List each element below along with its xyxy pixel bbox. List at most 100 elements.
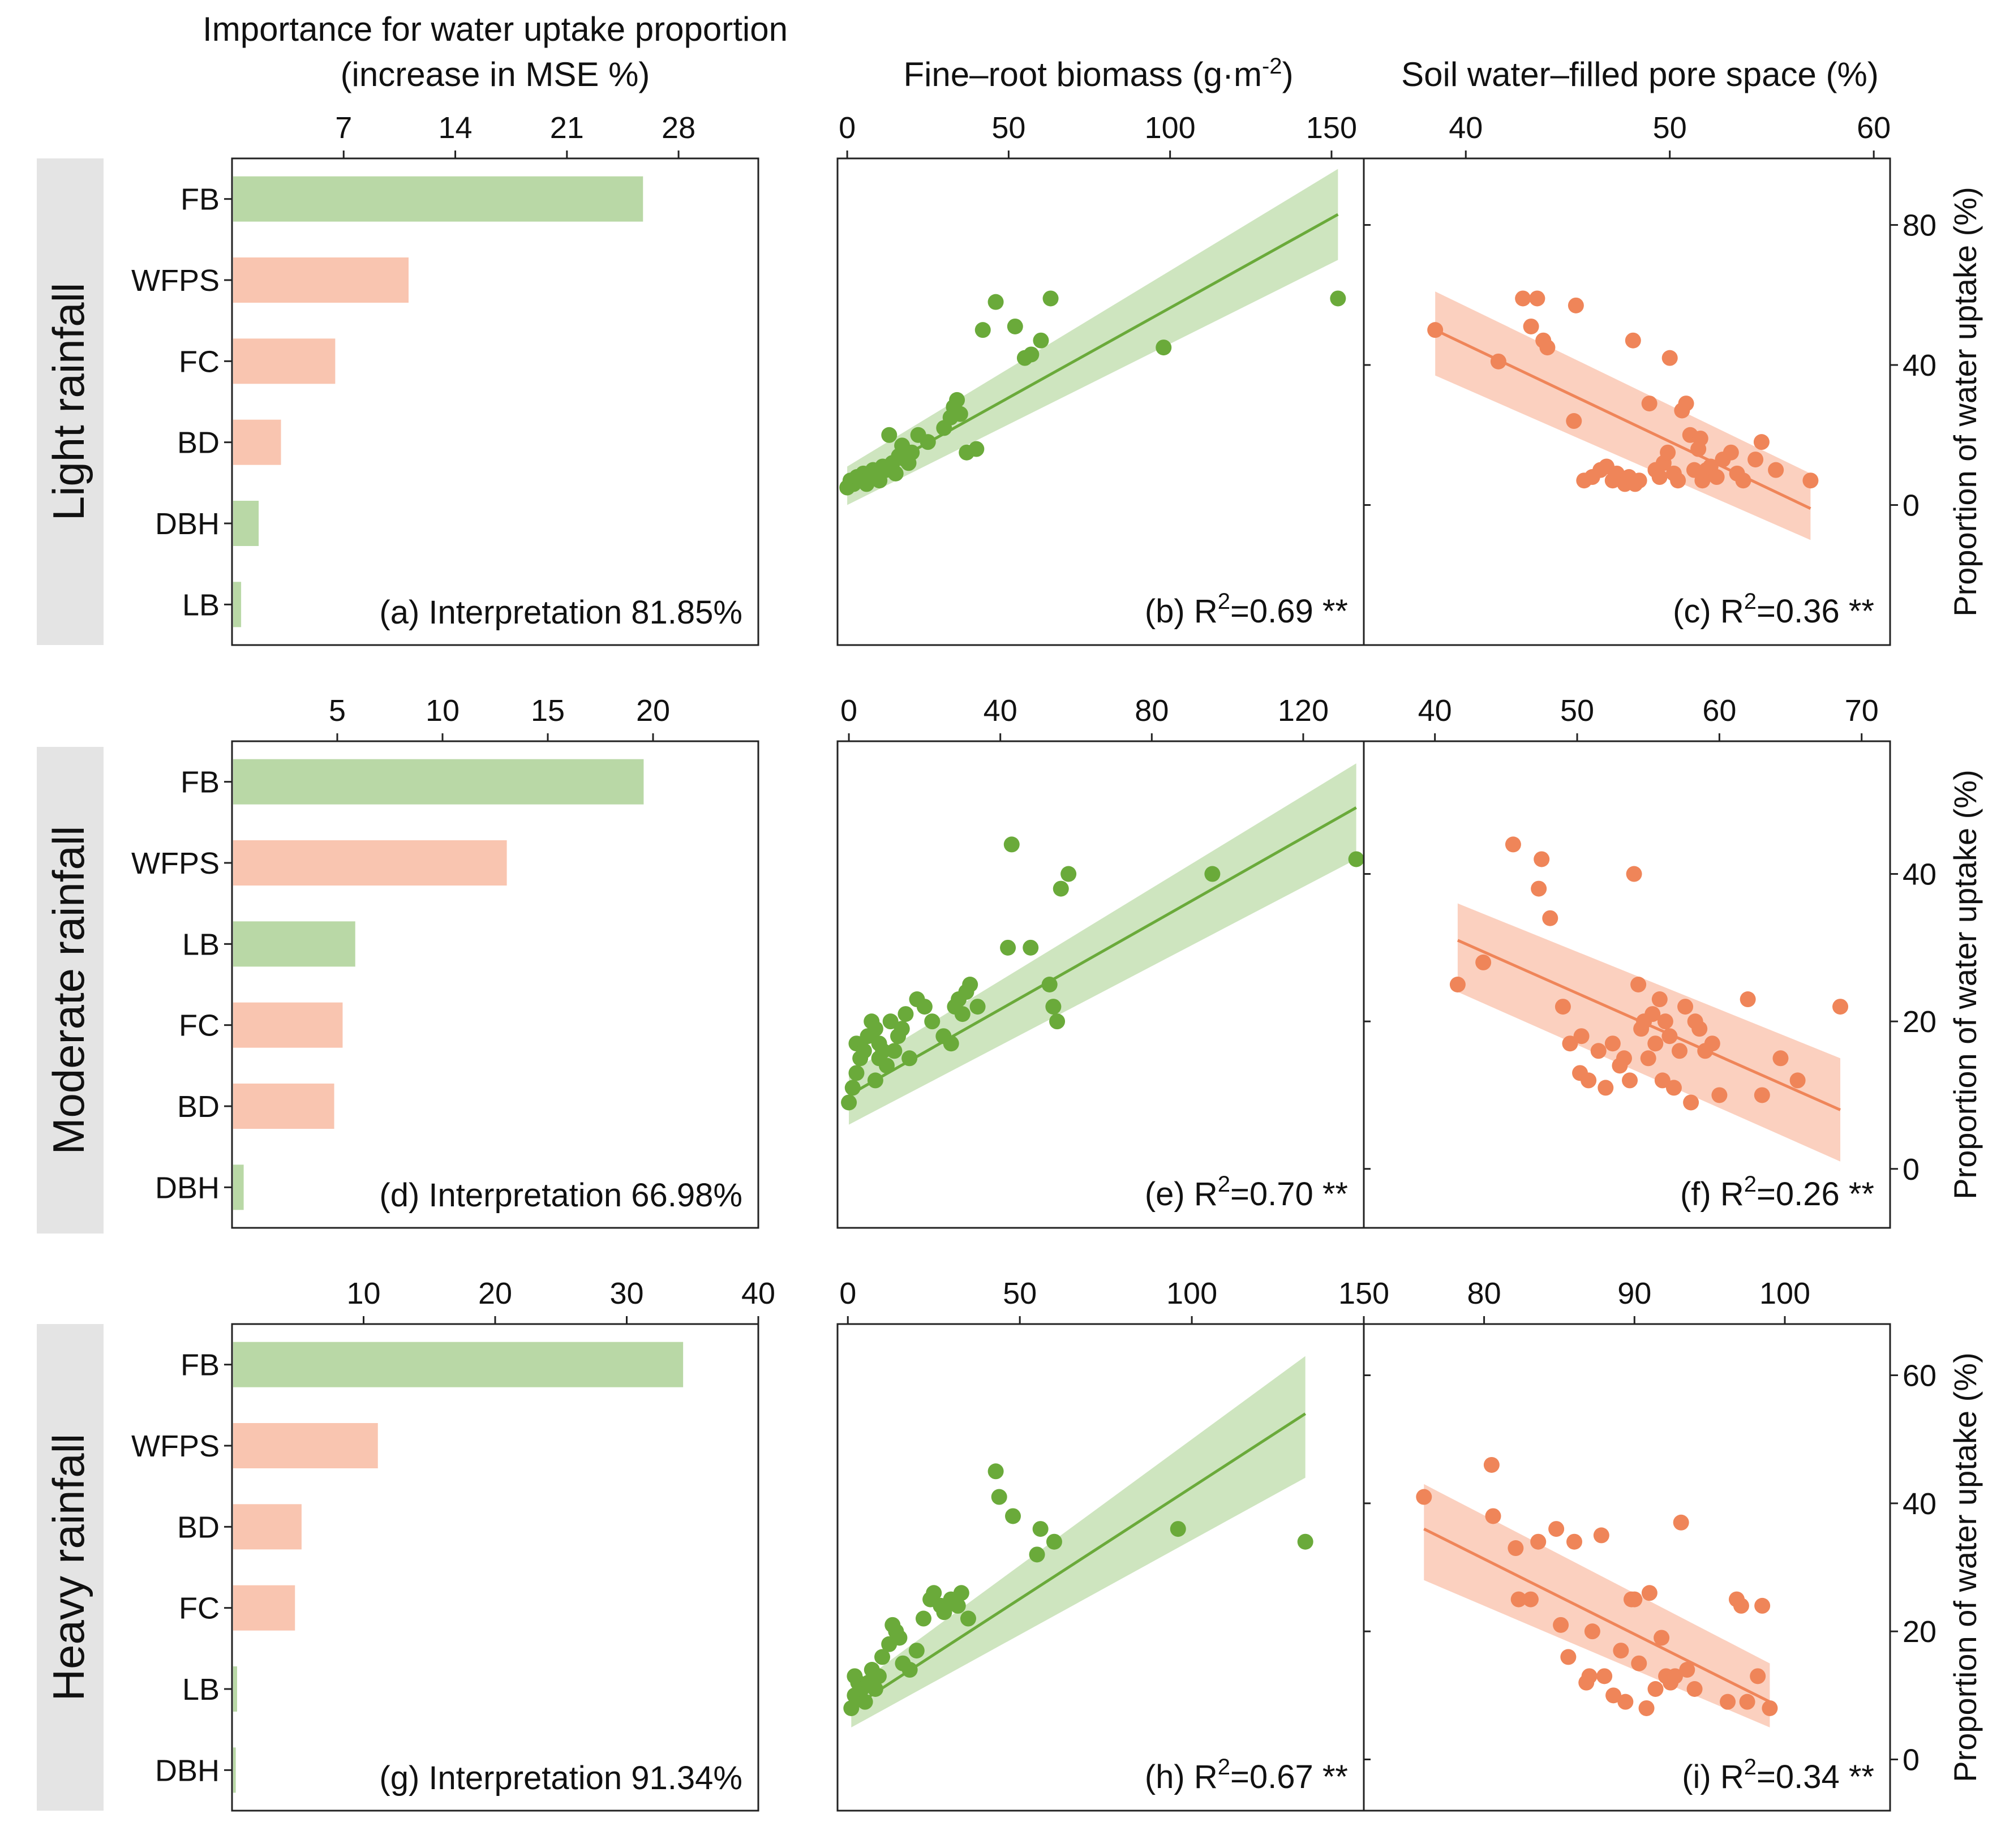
data-point [857, 1694, 873, 1710]
category-label: LB [182, 588, 220, 622]
bar-bd [233, 1084, 334, 1129]
data-point [1832, 999, 1849, 1015]
r2-label-main: (b) R [1145, 593, 1218, 630]
data-point [1566, 413, 1582, 429]
data-point [1660, 444, 1676, 461]
regression-line [846, 213, 1339, 489]
data-point [1515, 290, 1531, 307]
category-label: FB [181, 1348, 220, 1382]
data-point [1605, 1687, 1622, 1704]
data-point [1708, 469, 1725, 485]
data-point [936, 1604, 952, 1621]
confidence-band [1435, 291, 1811, 540]
category-label: LB [182, 1673, 220, 1707]
data-point [1581, 1668, 1598, 1684]
x-tick-label: 80 [1135, 694, 1169, 728]
data-point [1626, 866, 1642, 882]
data-point [1723, 444, 1739, 461]
bar-lb [233, 921, 355, 967]
data-point [843, 1700, 860, 1716]
data-point [1548, 1521, 1565, 1537]
data-point [987, 294, 1004, 310]
r2-label-main: (h) R [1145, 1759, 1218, 1795]
data-point [1553, 1617, 1569, 1633]
x-tick-label: 14 [439, 111, 473, 145]
r2-label-sup: 2 [1218, 1172, 1230, 1197]
fb-axis-title-sup: -2 [1262, 54, 1282, 79]
data-point [1617, 1694, 1634, 1710]
data-point [968, 441, 985, 457]
bar-fc [233, 1585, 295, 1631]
x-tick-label: 150 [1338, 1277, 1389, 1310]
panel-frame [1363, 1323, 1891, 1812]
row-label-text: Light rainfall [44, 283, 93, 521]
r2-label-main: (c) R [1673, 593, 1744, 630]
row-label-text: Heavy rainfall [44, 1434, 93, 1701]
data-point [1573, 1028, 1590, 1045]
data-point [1560, 1649, 1577, 1665]
x-tick-label: 100 [1145, 111, 1196, 145]
data-point [1005, 1508, 1021, 1524]
y-tick-label: 20 [1903, 1615, 1936, 1649]
r2-label-sup: 2 [1744, 1755, 1757, 1780]
data-point [1156, 339, 1172, 356]
data-point [1604, 1035, 1621, 1052]
data-point [1510, 1591, 1527, 1608]
confidence-band [847, 169, 1338, 505]
x-tick-label: 0 [839, 1277, 856, 1310]
x-tick-label: 28 [662, 111, 695, 145]
x-tick-label: 40 [984, 694, 1017, 728]
importance-title-line2: (increase in MSE %) [341, 55, 650, 93]
x-tick-label: 21 [550, 111, 584, 145]
data-point [953, 1585, 969, 1601]
data-point [1735, 472, 1751, 489]
panel-d: 5 10 15 20 FB WFPS LB FC BD DBH (d) Interpretation… [131, 694, 759, 1229]
data-point [916, 999, 933, 1015]
data-point [950, 1597, 966, 1614]
x-tick-label: 50 [1003, 1277, 1037, 1310]
data-point [962, 977, 978, 992]
x-tick-label: 20 [636, 694, 670, 728]
x-tick-label: 70 [1845, 694, 1879, 728]
panel-g: 10 20 30 40 FB WFPS BD FC LB DBH (g) Interpretatio… [131, 1277, 775, 1812]
data-point [1483, 1456, 1500, 1473]
data-point [1598, 1080, 1614, 1096]
panel-b: 0 50 100 150 (b) R2=0.69 ** [836, 111, 1365, 646]
data-point [1531, 880, 1547, 897]
data-point [1704, 1035, 1720, 1052]
panel-frame [1363, 740, 1891, 1229]
r2-label: (h) R2=0.67 ** [1145, 1755, 1348, 1795]
data-point [1739, 1694, 1755, 1710]
data-point [1049, 1013, 1066, 1030]
y-tick-label: 80 [1903, 209, 1936, 243]
data-point [1000, 939, 1016, 956]
data-point [881, 427, 898, 443]
data-point [882, 1013, 899, 1030]
bar-lb [233, 582, 242, 628]
data-point [1654, 1630, 1670, 1646]
data-point [926, 1585, 942, 1601]
bar-wfps [233, 840, 507, 886]
x-tick-label: 120 [1278, 694, 1329, 728]
category-label: FC [179, 1009, 220, 1043]
x-tick-label: 60 [1857, 111, 1891, 145]
data-point [1692, 430, 1708, 446]
y-tick-label: 40 [1903, 858, 1936, 892]
fb-axis-title-main: Fine–root biomass (g·m [903, 55, 1262, 93]
confidence-band [1424, 1484, 1770, 1727]
r2-label-main: (f) R [1680, 1176, 1744, 1213]
category-label: BD [177, 1510, 220, 1544]
r2-label-end: =0.70 ** [1230, 1176, 1348, 1213]
data-point [1626, 1591, 1643, 1608]
interpretation-label: (a) Interpretation 81.85% [379, 594, 742, 631]
panel-frame [231, 1323, 759, 1812]
data-point [1032, 1521, 1049, 1537]
data-point [1631, 1655, 1647, 1671]
data-point [943, 1035, 959, 1052]
regression-line [850, 1412, 1307, 1710]
data-point [1060, 866, 1077, 882]
data-point [1045, 999, 1062, 1015]
category-label: FC [179, 345, 220, 379]
data-point [1733, 1597, 1749, 1614]
right-ylabel-heavy: Proportion of water uptake (%) [1947, 1352, 1983, 1782]
